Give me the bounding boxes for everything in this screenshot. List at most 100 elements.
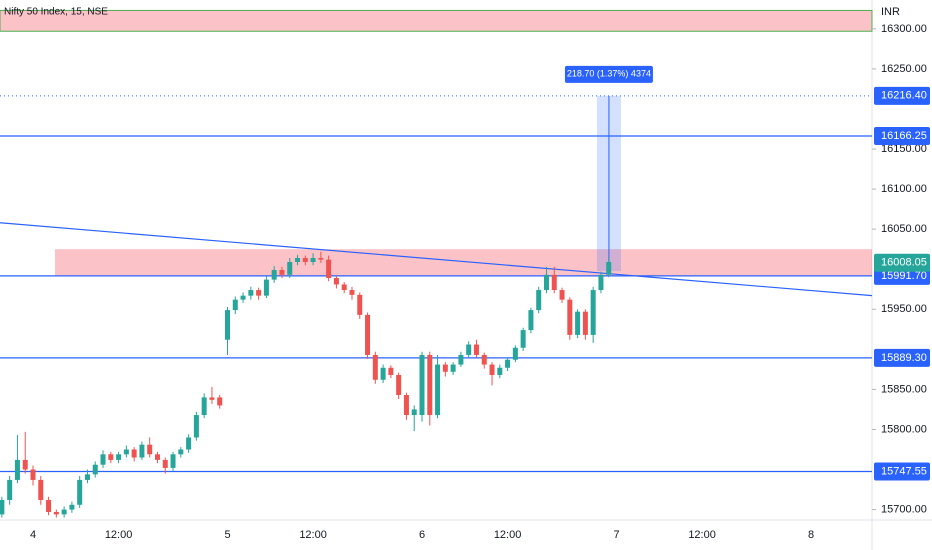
- candle-body: [380, 367, 386, 380]
- candle-body: [139, 444, 145, 458]
- candle-body: [22, 459, 28, 470]
- candle-body: [349, 290, 355, 295]
- x-tick-label: 12:00: [105, 529, 133, 541]
- candle-body: [69, 504, 75, 510]
- candle-body: [147, 444, 153, 455]
- candle-body: [481, 354, 487, 365]
- candle-body: [567, 299, 573, 335]
- y-tick-label: 16250.00: [881, 63, 927, 75]
- candle-body: [419, 354, 425, 416]
- candle-body: [77, 479, 83, 505]
- candle-body: [473, 344, 479, 355]
- candle-body: [53, 511, 59, 515]
- level-label: 15747.55: [881, 465, 927, 477]
- measure-label: 218.70 (1.37%) 4374: [567, 69, 651, 79]
- level-label: 16166.25: [881, 130, 927, 142]
- candle-body: [232, 299, 238, 311]
- level-box: [874, 462, 930, 481]
- candle-body: [497, 367, 503, 375]
- dotted-level-label: 16216.40: [881, 90, 927, 102]
- x-tick-label: 12:00: [688, 529, 716, 541]
- candle-body: [0, 499, 5, 515]
- candle-body: [186, 437, 192, 450]
- candle-body: [489, 364, 495, 375]
- candle-body: [442, 364, 448, 372]
- last-price-box: [874, 253, 930, 272]
- candle-body: [310, 257, 316, 263]
- candle-body: [341, 284, 347, 291]
- candle-body: [427, 354, 433, 416]
- y-tick-label: 16050.00: [881, 223, 927, 235]
- candle-body: [512, 347, 518, 360]
- candle-body: [123, 449, 129, 455]
- currency: INR: [881, 6, 900, 18]
- candle-body: [201, 397, 207, 416]
- candle-body: [582, 311, 588, 335]
- x-tick-label: 12:00: [299, 529, 327, 541]
- candle-body: [131, 449, 137, 458]
- candle-body: [279, 270, 285, 275]
- candle-body: [84, 474, 90, 480]
- zone: [55, 249, 872, 276]
- candle-body: [435, 364, 441, 416]
- y-tick-label: 16100.00: [881, 183, 927, 195]
- candle-body: [590, 290, 596, 335]
- x-tick-label: 5: [224, 529, 230, 541]
- candle-body: [543, 274, 549, 291]
- candle-body: [271, 270, 277, 280]
- last-price-label: 16008.05: [881, 257, 927, 269]
- candle-body: [116, 454, 122, 460]
- candle-body: [357, 294, 363, 315]
- candle-body: [295, 257, 301, 263]
- candle-body: [450, 364, 456, 372]
- level-label: 15991.70: [881, 270, 927, 282]
- candle-body: [154, 454, 160, 460]
- candle-body: [528, 310, 534, 331]
- candle-body: [7, 479, 13, 500]
- candle-body: [318, 257, 324, 260]
- candle-body: [598, 274, 604, 291]
- candle-body: [559, 290, 565, 300]
- y-tick-label: 16300.00: [881, 23, 927, 35]
- candle-body: [256, 290, 262, 296]
- candle-body: [396, 374, 402, 396]
- candle-body: [38, 479, 44, 500]
- candle-body: [225, 310, 230, 340]
- measure-label-box: [564, 65, 653, 83]
- y-tick-label: 15700.00: [881, 503, 927, 515]
- trendline: [0, 222, 873, 297]
- x-tick-label: 7: [613, 529, 619, 541]
- x-tick-label: 6: [419, 529, 425, 541]
- candle-body: [14, 459, 20, 480]
- candle-body: [248, 290, 254, 296]
- y-tick-label: 15950.00: [881, 303, 927, 315]
- candle-body: [162, 459, 168, 468]
- x-tick-label: 8: [808, 529, 814, 541]
- candle-body: [30, 469, 36, 480]
- x-tick-label: 12:00: [494, 529, 522, 541]
- candle-body: [209, 397, 215, 400]
- y-tick-label: 15850.00: [881, 383, 927, 395]
- x-tick-label: 4: [30, 529, 36, 541]
- candle-body: [302, 257, 308, 263]
- candle-body: [458, 354, 464, 365]
- dotted-level-box: [874, 86, 930, 105]
- candle-body: [100, 454, 106, 465]
- candle-body: [287, 262, 293, 275]
- level-box: [874, 127, 930, 146]
- level-box: [874, 348, 930, 367]
- candle-body: [333, 278, 339, 285]
- candle-body: [466, 344, 472, 355]
- level-label: 15889.30: [881, 352, 927, 364]
- candle-body: [372, 354, 378, 380]
- candle-body: [61, 509, 67, 515]
- y-tick-label: 15800.00: [881, 423, 927, 435]
- candle-body: [92, 464, 98, 475]
- candle-body: [520, 330, 526, 348]
- candle-body: [217, 397, 223, 406]
- zone: [0, 9, 873, 32]
- candle-body: [505, 359, 511, 368]
- candle-body: [388, 367, 394, 375]
- candle-body: [326, 259, 332, 279]
